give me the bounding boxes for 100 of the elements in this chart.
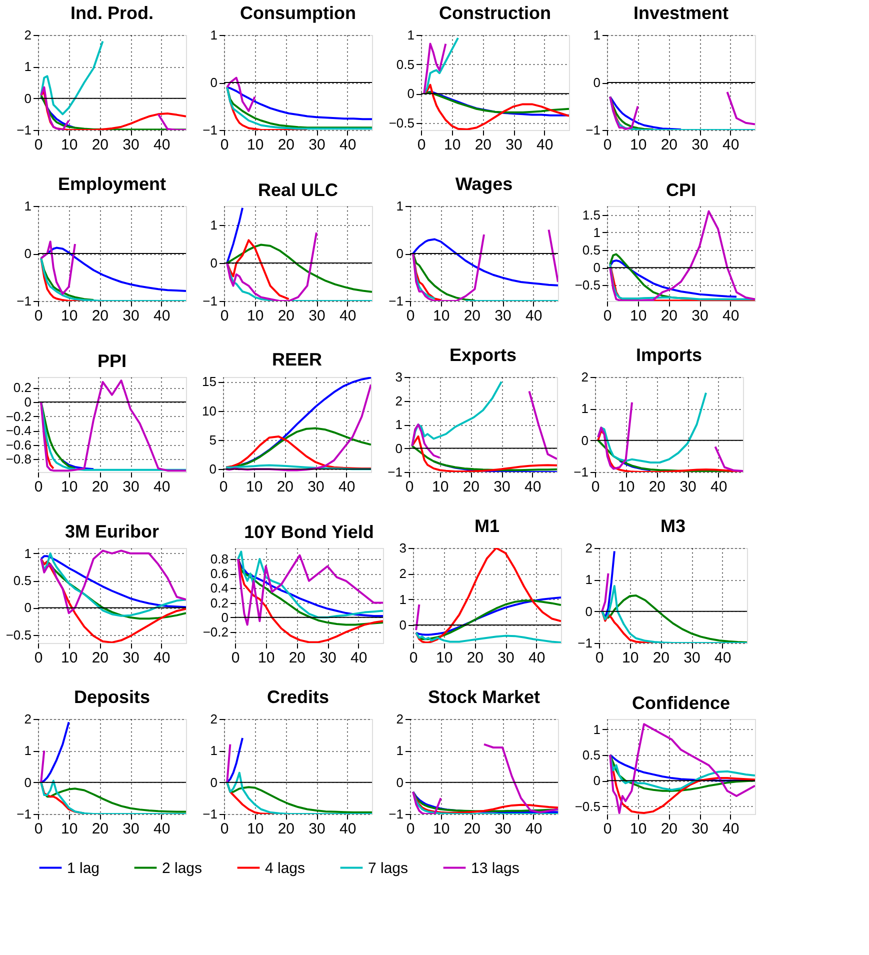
- x-tick-label: 10: [60, 478, 78, 496]
- y-tick-label: 1: [24, 59, 32, 74]
- y-tick-label: 0.4: [210, 580, 228, 596]
- x-tick-label: 40: [339, 136, 356, 154]
- chart-title: REER: [272, 350, 322, 370]
- y-tick-label: 1: [24, 546, 32, 561]
- x-tick-label: 10: [60, 308, 78, 324]
- y-tick-label: 1: [395, 417, 402, 432]
- y-tick-label: 3: [395, 370, 402, 384]
- x-tick-label: 10: [246, 308, 264, 324]
- x-tick-label: 10: [622, 650, 639, 666]
- y-tick-label: 2: [24, 28, 32, 42]
- y-tick-label: 0: [593, 773, 600, 788]
- y-tick-label: 1.5: [582, 207, 600, 222]
- x-tick-label: 40: [722, 136, 740, 154]
- chart-title: Deposits: [74, 687, 150, 707]
- y-tick-label: 0: [399, 618, 406, 633]
- y-tick-label: −0.5: [574, 798, 600, 814]
- x-tick-label: 40: [153, 650, 170, 666]
- y-tick-label: 0: [593, 75, 600, 90]
- y-tick-label: 1: [396, 743, 404, 758]
- x-tick-label: 30: [122, 308, 140, 324]
- x-tick-label: 40: [350, 650, 368, 666]
- x-tick-label: 30: [692, 308, 708, 324]
- y-tick-label: −0.4: [6, 423, 32, 438]
- x-tick-label: 40: [525, 308, 542, 324]
- y-tick-label: 0.5: [582, 747, 600, 762]
- y-tick-label: 0.2: [13, 380, 32, 396]
- legend-label: 13 lags: [471, 860, 520, 877]
- y-tick-label: 0.5: [396, 56, 414, 72]
- x-tick-label: 30: [308, 820, 326, 838]
- x-tick-label: 40: [153, 308, 170, 324]
- x-tick-label: 10: [60, 650, 78, 666]
- chart-title: PPI: [97, 351, 127, 371]
- x-tick-label: 30: [308, 478, 324, 496]
- x-tick-label: 10: [630, 136, 647, 154]
- y-tick-label: 1: [407, 28, 414, 42]
- y-tick-label: 1: [210, 28, 218, 42]
- x-tick-label: 30: [122, 478, 140, 496]
- y-tick-label: 2: [581, 370, 588, 384]
- x-tick-label: 10: [60, 820, 78, 838]
- y-tick-label: 5: [209, 432, 216, 448]
- y-tick-label: 0: [210, 774, 218, 790]
- x-tick-label: 0: [231, 650, 240, 666]
- x-tick-label: 40: [714, 650, 732, 666]
- x-tick-label: 40: [525, 820, 542, 838]
- x-tick-label: 40: [338, 478, 356, 496]
- y-tick-label: 0: [24, 394, 32, 410]
- y-tick-label: 0: [210, 256, 218, 270]
- x-tick-label: 20: [464, 820, 481, 838]
- y-tick-label: −1: [16, 122, 32, 138]
- y-tick-label: −1: [202, 806, 218, 822]
- y-tick-label: −0.5: [388, 115, 414, 130]
- y-tick-label: 0: [407, 86, 414, 102]
- x-tick-label: 10: [444, 136, 461, 154]
- legend-label: 7 lags: [368, 860, 408, 877]
- y-tick-label: 1: [593, 28, 600, 42]
- y-tick-label: 1: [593, 224, 600, 240]
- x-tick-label: 10: [60, 136, 78, 154]
- y-tick-label: 0: [396, 774, 404, 790]
- y-tick-label: −1: [16, 294, 32, 308]
- x-tick-label: 20: [648, 478, 666, 496]
- x-tick-label: 30: [320, 650, 336, 666]
- x-tick-label: 10: [630, 308, 647, 324]
- x-tick-label: 40: [339, 820, 356, 838]
- x-tick-label: 40: [153, 478, 170, 496]
- x-tick-label: 40: [339, 308, 356, 324]
- x-tick-label: 30: [494, 308, 512, 324]
- y-tick-label: −0.2: [6, 408, 32, 424]
- x-tick-label: 10: [246, 136, 264, 154]
- y-tick-label: 1: [210, 743, 218, 758]
- x-tick-label: 20: [92, 478, 109, 496]
- x-tick-label: 20: [92, 136, 109, 154]
- y-tick-label: −0.8: [6, 452, 32, 467]
- chart-title: Stock Market: [428, 687, 540, 707]
- chart-title: Consumption: [240, 3, 356, 23]
- y-tick-label: 0.5: [13, 573, 32, 588]
- chart-title: Investment: [633, 3, 729, 23]
- x-tick-label: 20: [464, 308, 481, 324]
- y-tick-label: 1: [24, 198, 32, 214]
- x-tick-label: 20: [92, 308, 109, 324]
- x-tick-label: 40: [524, 478, 542, 496]
- y-tick-label: −1: [16, 806, 32, 822]
- x-tick-label: 10: [630, 820, 647, 838]
- x-tick-label: 30: [308, 308, 326, 324]
- x-tick-label: 40: [536, 136, 554, 154]
- x-tick-label: 30: [494, 820, 512, 838]
- x-tick-label: 20: [660, 820, 678, 838]
- chart-title: Credits: [266, 687, 330, 707]
- y-tick-label: −0.6: [6, 437, 32, 452]
- y-tick-label: 1: [593, 722, 600, 737]
- chart-title: CPI: [666, 180, 696, 200]
- x-tick-label: 30: [692, 136, 708, 154]
- y-tick-label: 2: [585, 540, 592, 556]
- x-tick-label: 10: [258, 650, 275, 666]
- y-tick-label: 1: [399, 592, 406, 607]
- x-tick-label: 30: [308, 136, 326, 154]
- y-tick-label: 0.2: [210, 595, 228, 610]
- y-tick-label: 10: [202, 403, 216, 418]
- y-tick-label: −1: [388, 464, 402, 480]
